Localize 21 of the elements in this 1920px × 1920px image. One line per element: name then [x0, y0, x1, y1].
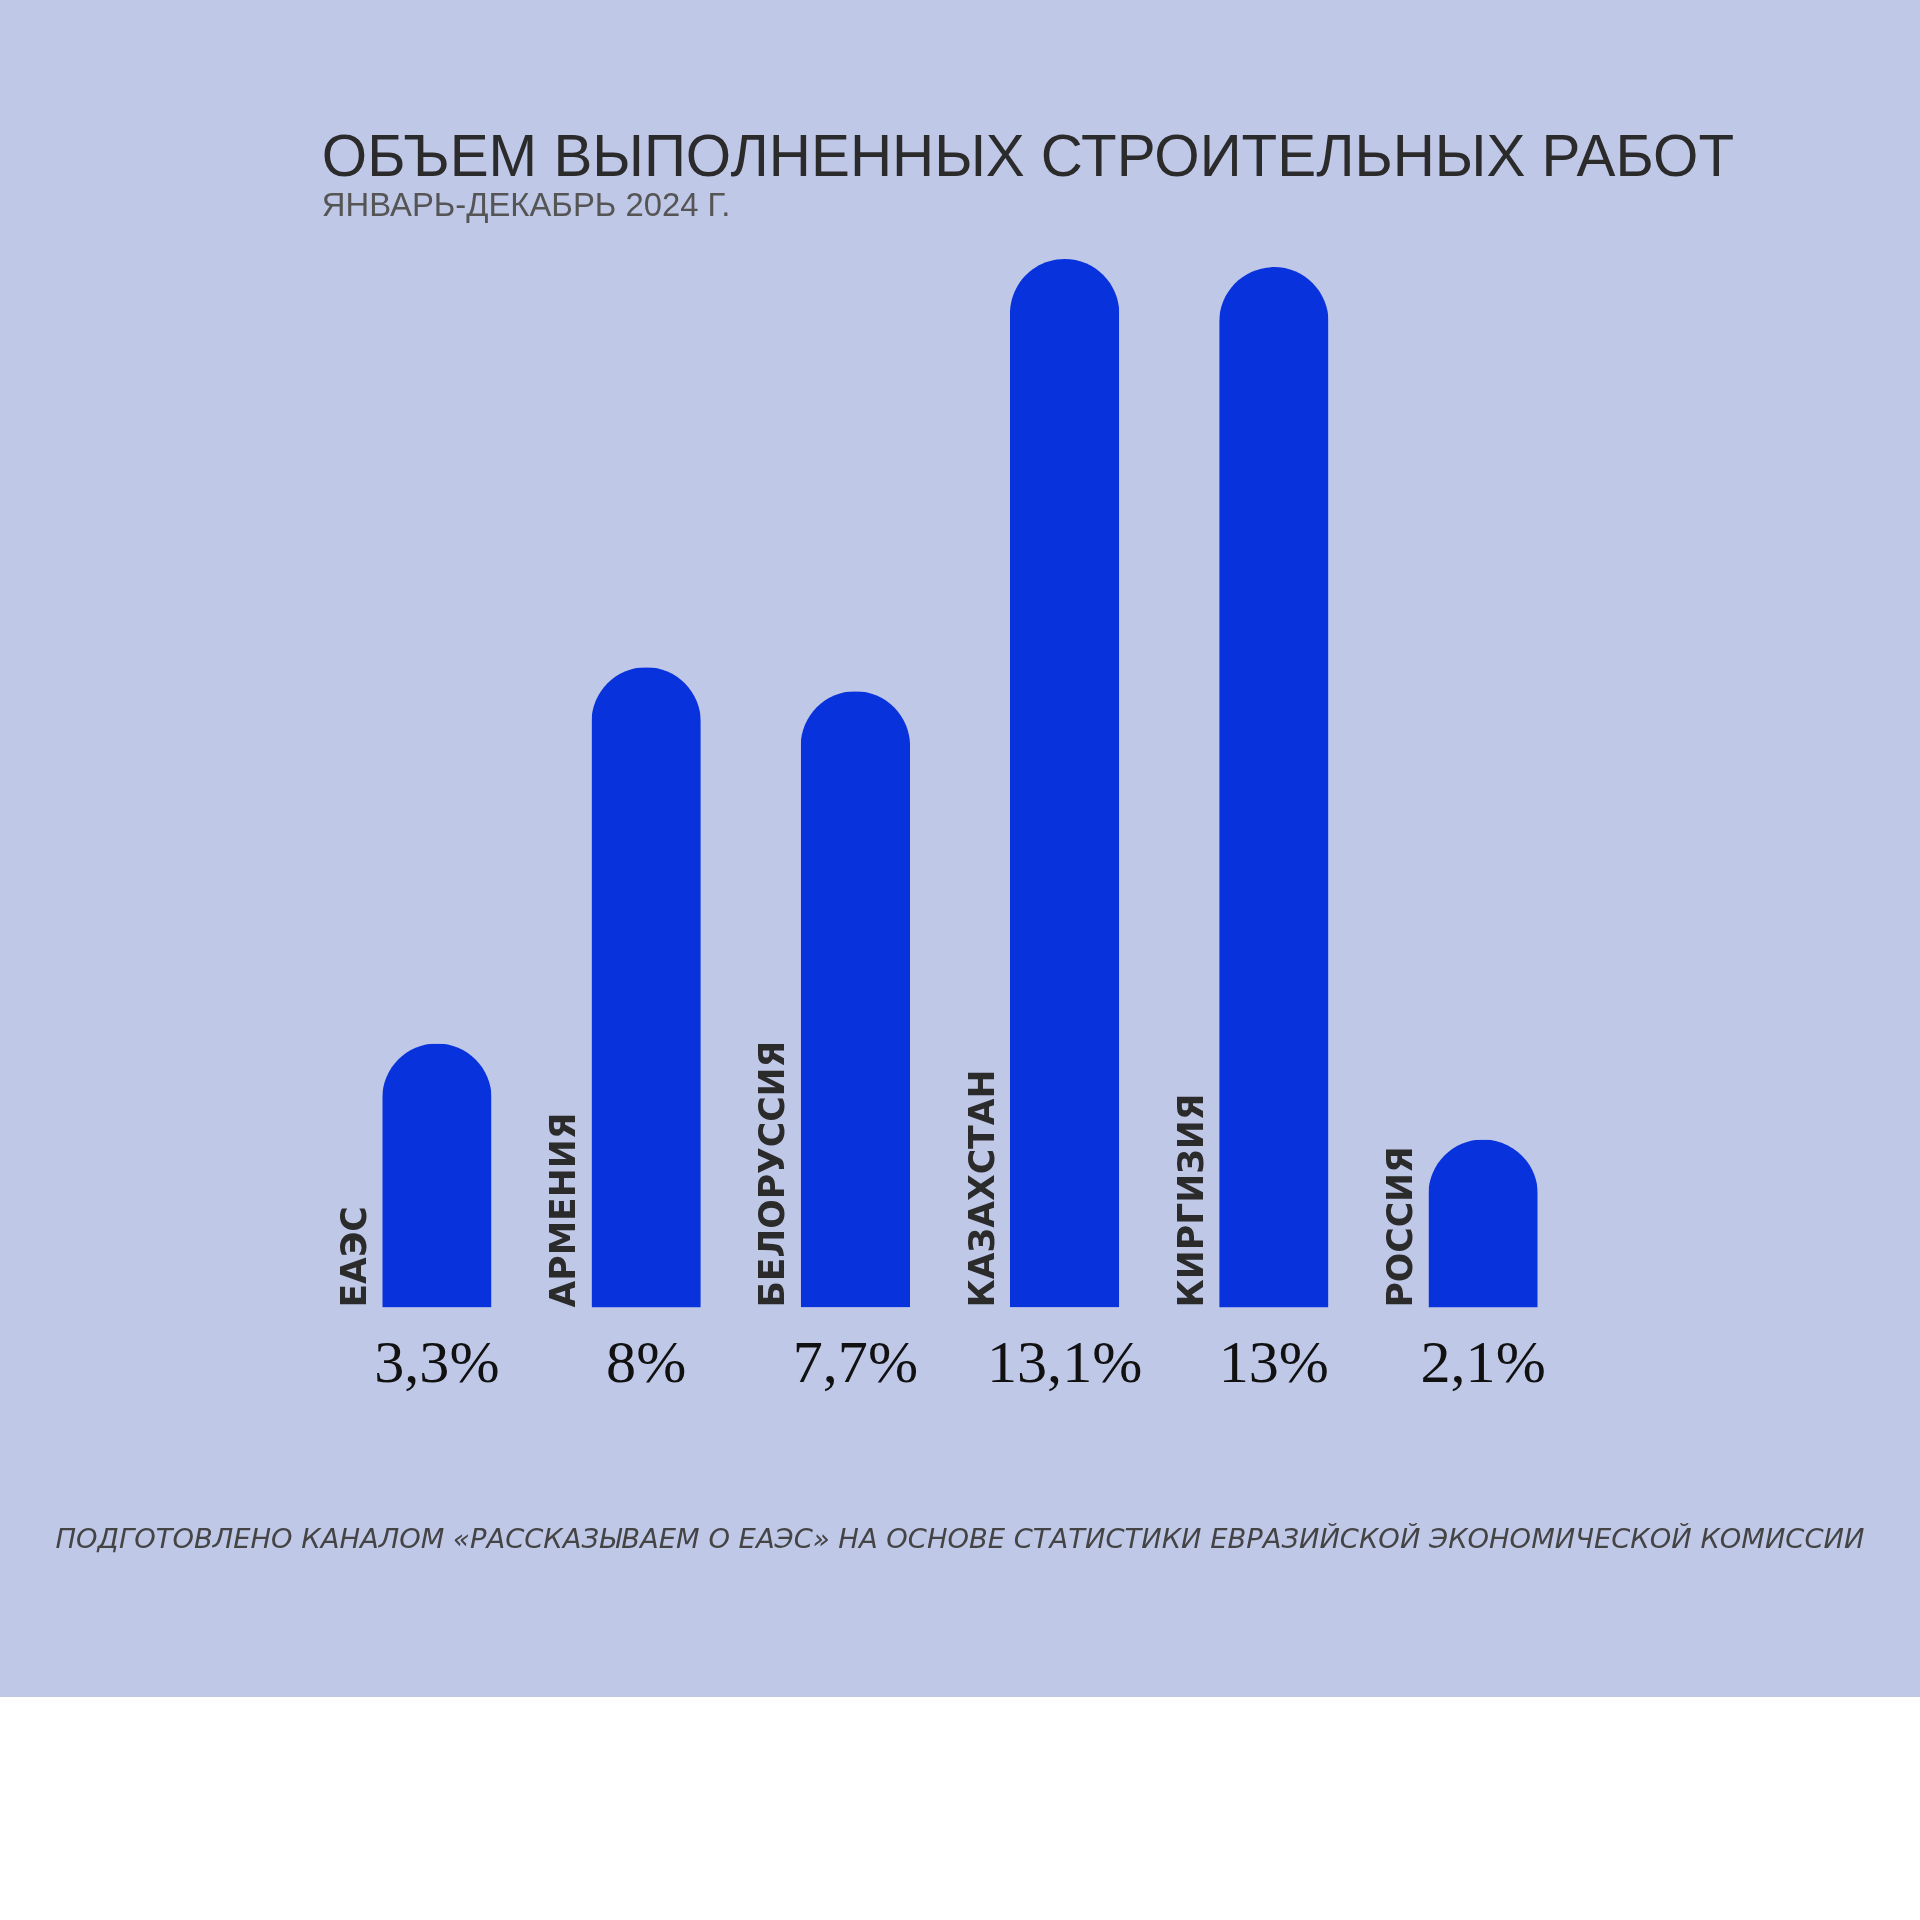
bar — [800, 691, 911, 1308]
data-label: 7,7% — [792, 1328, 919, 1396]
bar — [1428, 1139, 1538, 1308]
x-tick-label: ЕАЭС — [333, 1206, 374, 1308]
data-label: 8% — [606, 1328, 687, 1396]
bar — [1009, 259, 1120, 1308]
bar — [1219, 267, 1329, 1308]
data-label: 13% — [1218, 1328, 1329, 1396]
chart-subtitle: ЯНВАРЬ-ДЕКАБРЬ 2024 Г. — [321, 186, 731, 224]
x-tick-label: КИРГИЗИЯ — [1170, 1093, 1211, 1308]
text: ПОДГОТОВЛЕНО КАНАЛОМ «РАССКАЗЫВАЕМ О ЕАЭС» НА ОСНОВЕ СТАТИСТИКИ ЕВРАЗИЙСКОЙ ЭКОНОМИЧЕСКОЙ КОМИССИИ — [55, 1523, 1865, 1555]
data-label: 3,3% — [374, 1328, 500, 1396]
chart-title: ОБЪЕМ ВЫПОЛНЕННЫХ СТРОИТЕЛЬНЫХ РАБОТ — [321, 123, 1735, 189]
x-tick-label: КАЗАХСТАН — [961, 1069, 1002, 1308]
x-tick-label: БЕЛОРУССИЯ — [752, 1040, 793, 1308]
data-label: 13,1% — [986, 1328, 1143, 1396]
x-tick-label: РОССИЯ — [1379, 1146, 1420, 1308]
bar — [591, 667, 701, 1308]
bar — [382, 1043, 492, 1308]
x-tick-label: АРМЕНИЯ — [543, 1112, 584, 1308]
data-label: 2,1% — [1420, 1328, 1546, 1396]
